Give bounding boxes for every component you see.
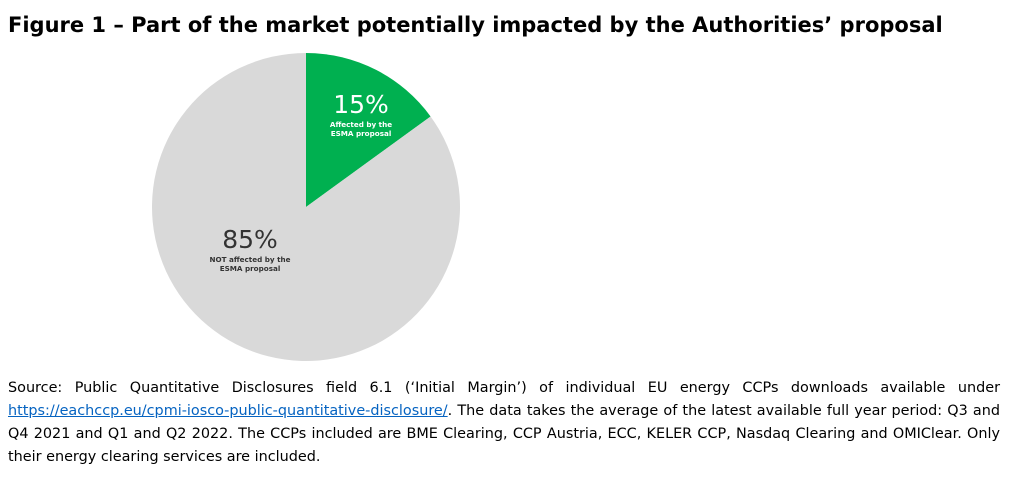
slice-description-label: Affected by the: [330, 120, 392, 129]
figure-title: Figure 1 – Part of the market potentiall…: [8, 13, 943, 37]
source-prefix: Source: Public Quantitative Disclosures …: [8, 380, 1000, 396]
slice-percent-label: 85%: [222, 225, 278, 254]
slice-description-label: NOT affected by the: [209, 255, 290, 264]
slice-description-label: ESMA proposal: [331, 129, 392, 138]
source-note: Source: Public Quantitative Disclosures …: [8, 377, 1000, 469]
pie-slice: [152, 53, 460, 361]
pie-slice: [306, 53, 431, 207]
slice-description-label: ESMA proposal: [220, 264, 281, 273]
source-suffix: . The data takes the average of the late…: [8, 403, 1000, 465]
source-link[interactable]: https://eachccp.eu/cpmi-iosco-public-qua…: [8, 403, 448, 419]
slice-percent-label: 15%: [333, 90, 389, 119]
